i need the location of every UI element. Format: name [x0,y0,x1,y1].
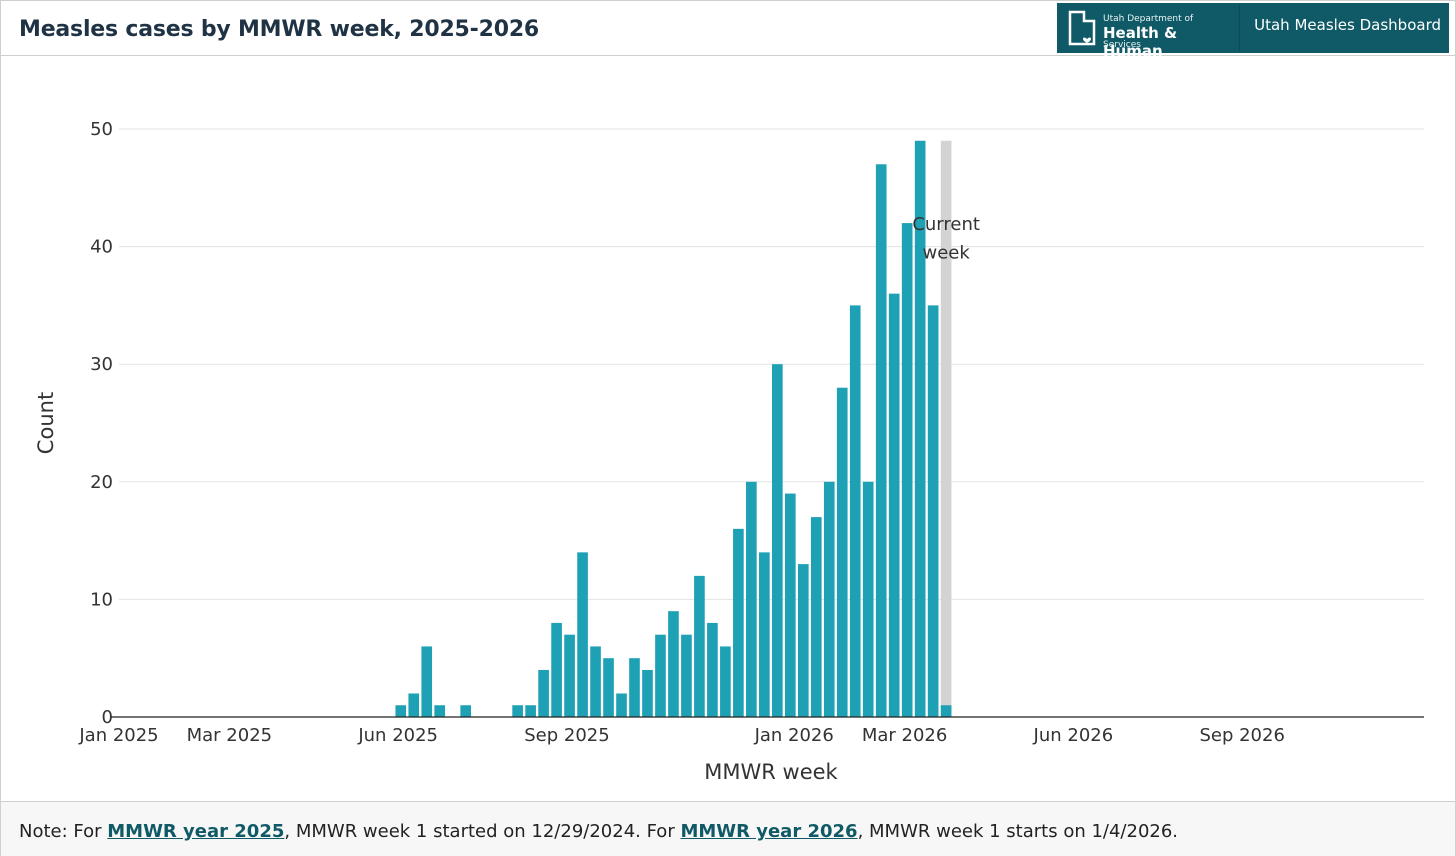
y-tick-label: 40 [90,237,113,258]
bar [746,481,757,717]
bar [551,622,562,717]
brand-banner[interactable]: Utah Department of Health & Human Servic… [1057,3,1449,60]
bar [603,658,614,717]
x-tick-label: Jan 2025 [78,725,158,746]
bar [629,658,640,717]
current-week-annotation-line1: Current [912,214,980,235]
bar [642,669,653,717]
bar [784,493,796,717]
footnote-prefix: Note: For [19,821,108,842]
current-week-band [940,140,952,717]
bar [888,293,900,717]
agency-logo[interactable]: Utah Department of Health & Human Servic… [1059,5,1240,60]
bar [512,705,523,717]
y-tick-label: 20 [90,472,113,493]
mmwr-2025-link[interactable]: MMWR year 2025 [107,821,285,842]
bar [810,517,822,717]
bar [940,705,952,717]
current-week-annotation-line2: week [922,242,970,263]
x-tick-label: Mar 2025 [187,725,273,746]
bar [395,705,407,717]
bar [408,693,420,717]
bar [720,646,731,717]
footnote: Note: For MMWR year 2025, MMWR week 1 st… [19,821,1178,842]
bar [901,223,913,717]
bar [590,646,601,717]
y-axis-title: Count [34,392,58,454]
bar [616,693,627,717]
x-tick-label: Mar 2026 [862,725,948,746]
mmwr-2026-link[interactable]: MMWR year 2026 [680,821,858,842]
footnote-bar: Note: For MMWR year 2025, MMWR week 1 st… [1,801,1455,856]
bar [914,140,926,717]
y-tick-label: 10 [90,589,113,610]
y-tick-label: 50 [90,119,113,140]
bar [707,622,718,717]
x-axis-title: MMWR week [704,760,838,784]
bar [694,575,705,717]
bar [849,305,861,717]
x-tick-label: Sep 2025 [524,725,609,746]
bar [875,164,887,717]
bar [797,564,809,717]
x-tick-label: Jun 2026 [1033,725,1114,746]
footnote-middle: , MMWR week 1 started on 12/29/2024. For [284,821,681,842]
x-tick-label: Jan 2026 [754,725,834,746]
bar [772,364,783,717]
bar [927,305,939,717]
logo-small-text: Utah Department of [1103,14,1194,24]
bar [836,387,848,717]
bar [538,669,549,717]
bar [460,705,472,717]
bar [577,552,588,717]
footnote-suffix: , MMWR week 1 starts on 1/4/2026. [857,821,1179,842]
x-tick-label: Jun 2025 [357,725,438,746]
logo-main-text: Health & Human [1103,24,1178,60]
logo-sub-text: Services [1103,40,1141,50]
x-tick-label: Sep 2026 [1199,725,1284,746]
chart-container: 0 10 20 30 40 50 Jan 2025 Mar 2025 Jun 2025 Sep 2… [1,56,1455,800]
bar [421,646,433,717]
dashboard-link[interactable]: Utah Measles Dashboard [1254,16,1441,34]
bar [681,634,692,717]
y-tick-label: 30 [90,354,113,375]
bar [759,552,770,717]
utah-state-icon [1068,10,1096,46]
y-tick-label: 0 [102,707,113,728]
bar [668,611,679,717]
bar [733,528,744,717]
bar [525,705,536,717]
bar-chart: 0 10 20 30 40 50 Jan 2025 Mar 2025 Jun 2025 Sep 2… [34,119,1424,784]
bar [655,634,666,717]
bar [564,634,575,717]
panel-header: Measles cases by MMWR week, 2025-2026 Ut… [1,1,1455,60]
bar [862,481,874,717]
bar [823,481,835,717]
bar [434,705,446,717]
chart-title: Measles cases by MMWR week, 2025-2026 [19,17,540,42]
